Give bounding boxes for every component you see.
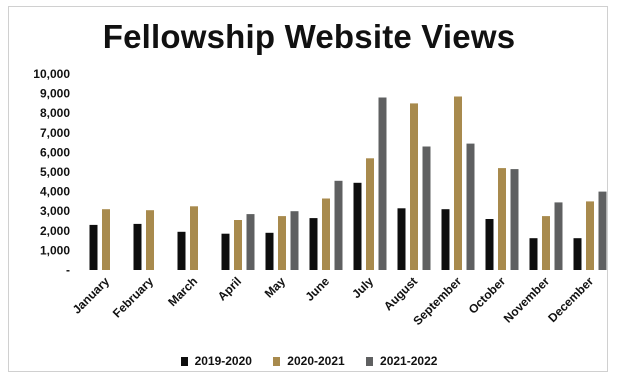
bar-2021-2022-august — [422, 146, 431, 270]
bar-2019-2020-october — [485, 219, 494, 270]
bar-2019-2020-september — [441, 209, 450, 270]
bar-2020-2021-february — [146, 210, 154, 270]
bar-2021-2022-april — [246, 214, 255, 270]
y-tick-label: 9,000 — [40, 87, 70, 101]
legend-item-3: 2021-2022 — [366, 354, 437, 368]
y-axis-ticks: - 1,000 2,000 3,000 4,000 5,000 6,000 7,000 8,00… — [33, 67, 70, 277]
bar-2019-2020-april — [221, 233, 230, 270]
y-tick-label: 1,000 — [40, 243, 70, 257]
bar-2020-2021-june — [322, 198, 330, 270]
bar-2021-2022-november — [554, 202, 563, 270]
x-tick-label-january: January — [70, 274, 113, 317]
chart-title: Fellowship Website Views — [102, 18, 516, 55]
legend: 2019-2020 2020-2021 2021-2022 — [0, 354, 618, 368]
x-tick-label-july: July — [349, 274, 376, 301]
y-tick-label: 6,000 — [40, 145, 70, 159]
x-tick-label-may: May — [262, 274, 289, 301]
legend-label-3: 2021-2022 — [380, 354, 438, 368]
y-tick-label: 8,000 — [40, 106, 70, 120]
legend-label-2: 2020-2021 — [287, 354, 345, 368]
y-tick-label: - — [66, 263, 70, 277]
legend-swatch-3 — [366, 357, 374, 366]
bar-2020-2021-july — [366, 158, 374, 270]
legend-label-1: 2019-2020 — [194, 354, 252, 368]
bar-2020-2021-november — [542, 216, 550, 270]
x-tick-label-march: March — [165, 274, 200, 309]
bar-2019-2020-february — [133, 223, 142, 270]
bar-2019-2020-july — [353, 182, 362, 270]
bar-2021-2022-december — [598, 191, 607, 270]
y-tick-label: 5,000 — [40, 165, 70, 179]
y-tick-label: 10,000 — [33, 67, 70, 81]
x-tick-label-november: November — [501, 274, 553, 326]
legend-swatch-2 — [273, 357, 281, 366]
x-tick-label-august: August — [381, 274, 420, 313]
y-tick-label: 4,000 — [40, 185, 70, 199]
x-tick-label-september: September — [410, 274, 464, 328]
y-tick-label: 7,000 — [40, 126, 70, 140]
chart-frame — [8, 6, 608, 372]
bar-2021-2022-may — [290, 211, 299, 270]
bar-2019-2020-march — [177, 231, 186, 270]
y-tick-label: 3,000 — [40, 204, 70, 218]
bar-2020-2021-march — [190, 206, 198, 270]
bar-2021-2022-september — [466, 143, 475, 270]
x-tick-label-april: April — [215, 274, 244, 303]
bar-2019-2020-june — [309, 218, 318, 270]
legend-swatch-1 — [180, 357, 188, 366]
y-tick-label: 2,000 — [40, 224, 70, 238]
legend-item-2: 2020-2021 — [273, 354, 345, 368]
bar-2021-2022-june — [334, 180, 343, 270]
legend-item-1: 2019-2020 — [180, 354, 252, 368]
bar-2019-2020-november — [529, 238, 538, 270]
bar-2020-2021-october — [498, 168, 506, 270]
bar-2020-2021-august — [410, 103, 418, 271]
bar-2019-2020-may — [265, 232, 274, 270]
bar-2020-2021-december — [586, 201, 594, 270]
x-tick-label-october: October — [466, 274, 509, 317]
bar-2019-2020-august — [397, 208, 406, 270]
x-tick-label-february: February — [110, 274, 156, 320]
bar-2021-2022-october — [510, 169, 519, 270]
bar-2019-2020-december — [573, 238, 582, 270]
bar-2020-2021-may — [278, 216, 286, 270]
bar-2020-2021-january — [102, 209, 110, 270]
bars — [89, 96, 607, 271]
bar-2019-2020-january — [89, 224, 98, 270]
bar-2020-2021-april — [234, 220, 242, 270]
x-tick-label-june: June — [302, 274, 332, 304]
bar-2020-2021-september — [454, 96, 462, 270]
bar-2021-2022-july — [378, 97, 387, 270]
x-tick-label-december: December — [545, 274, 596, 325]
